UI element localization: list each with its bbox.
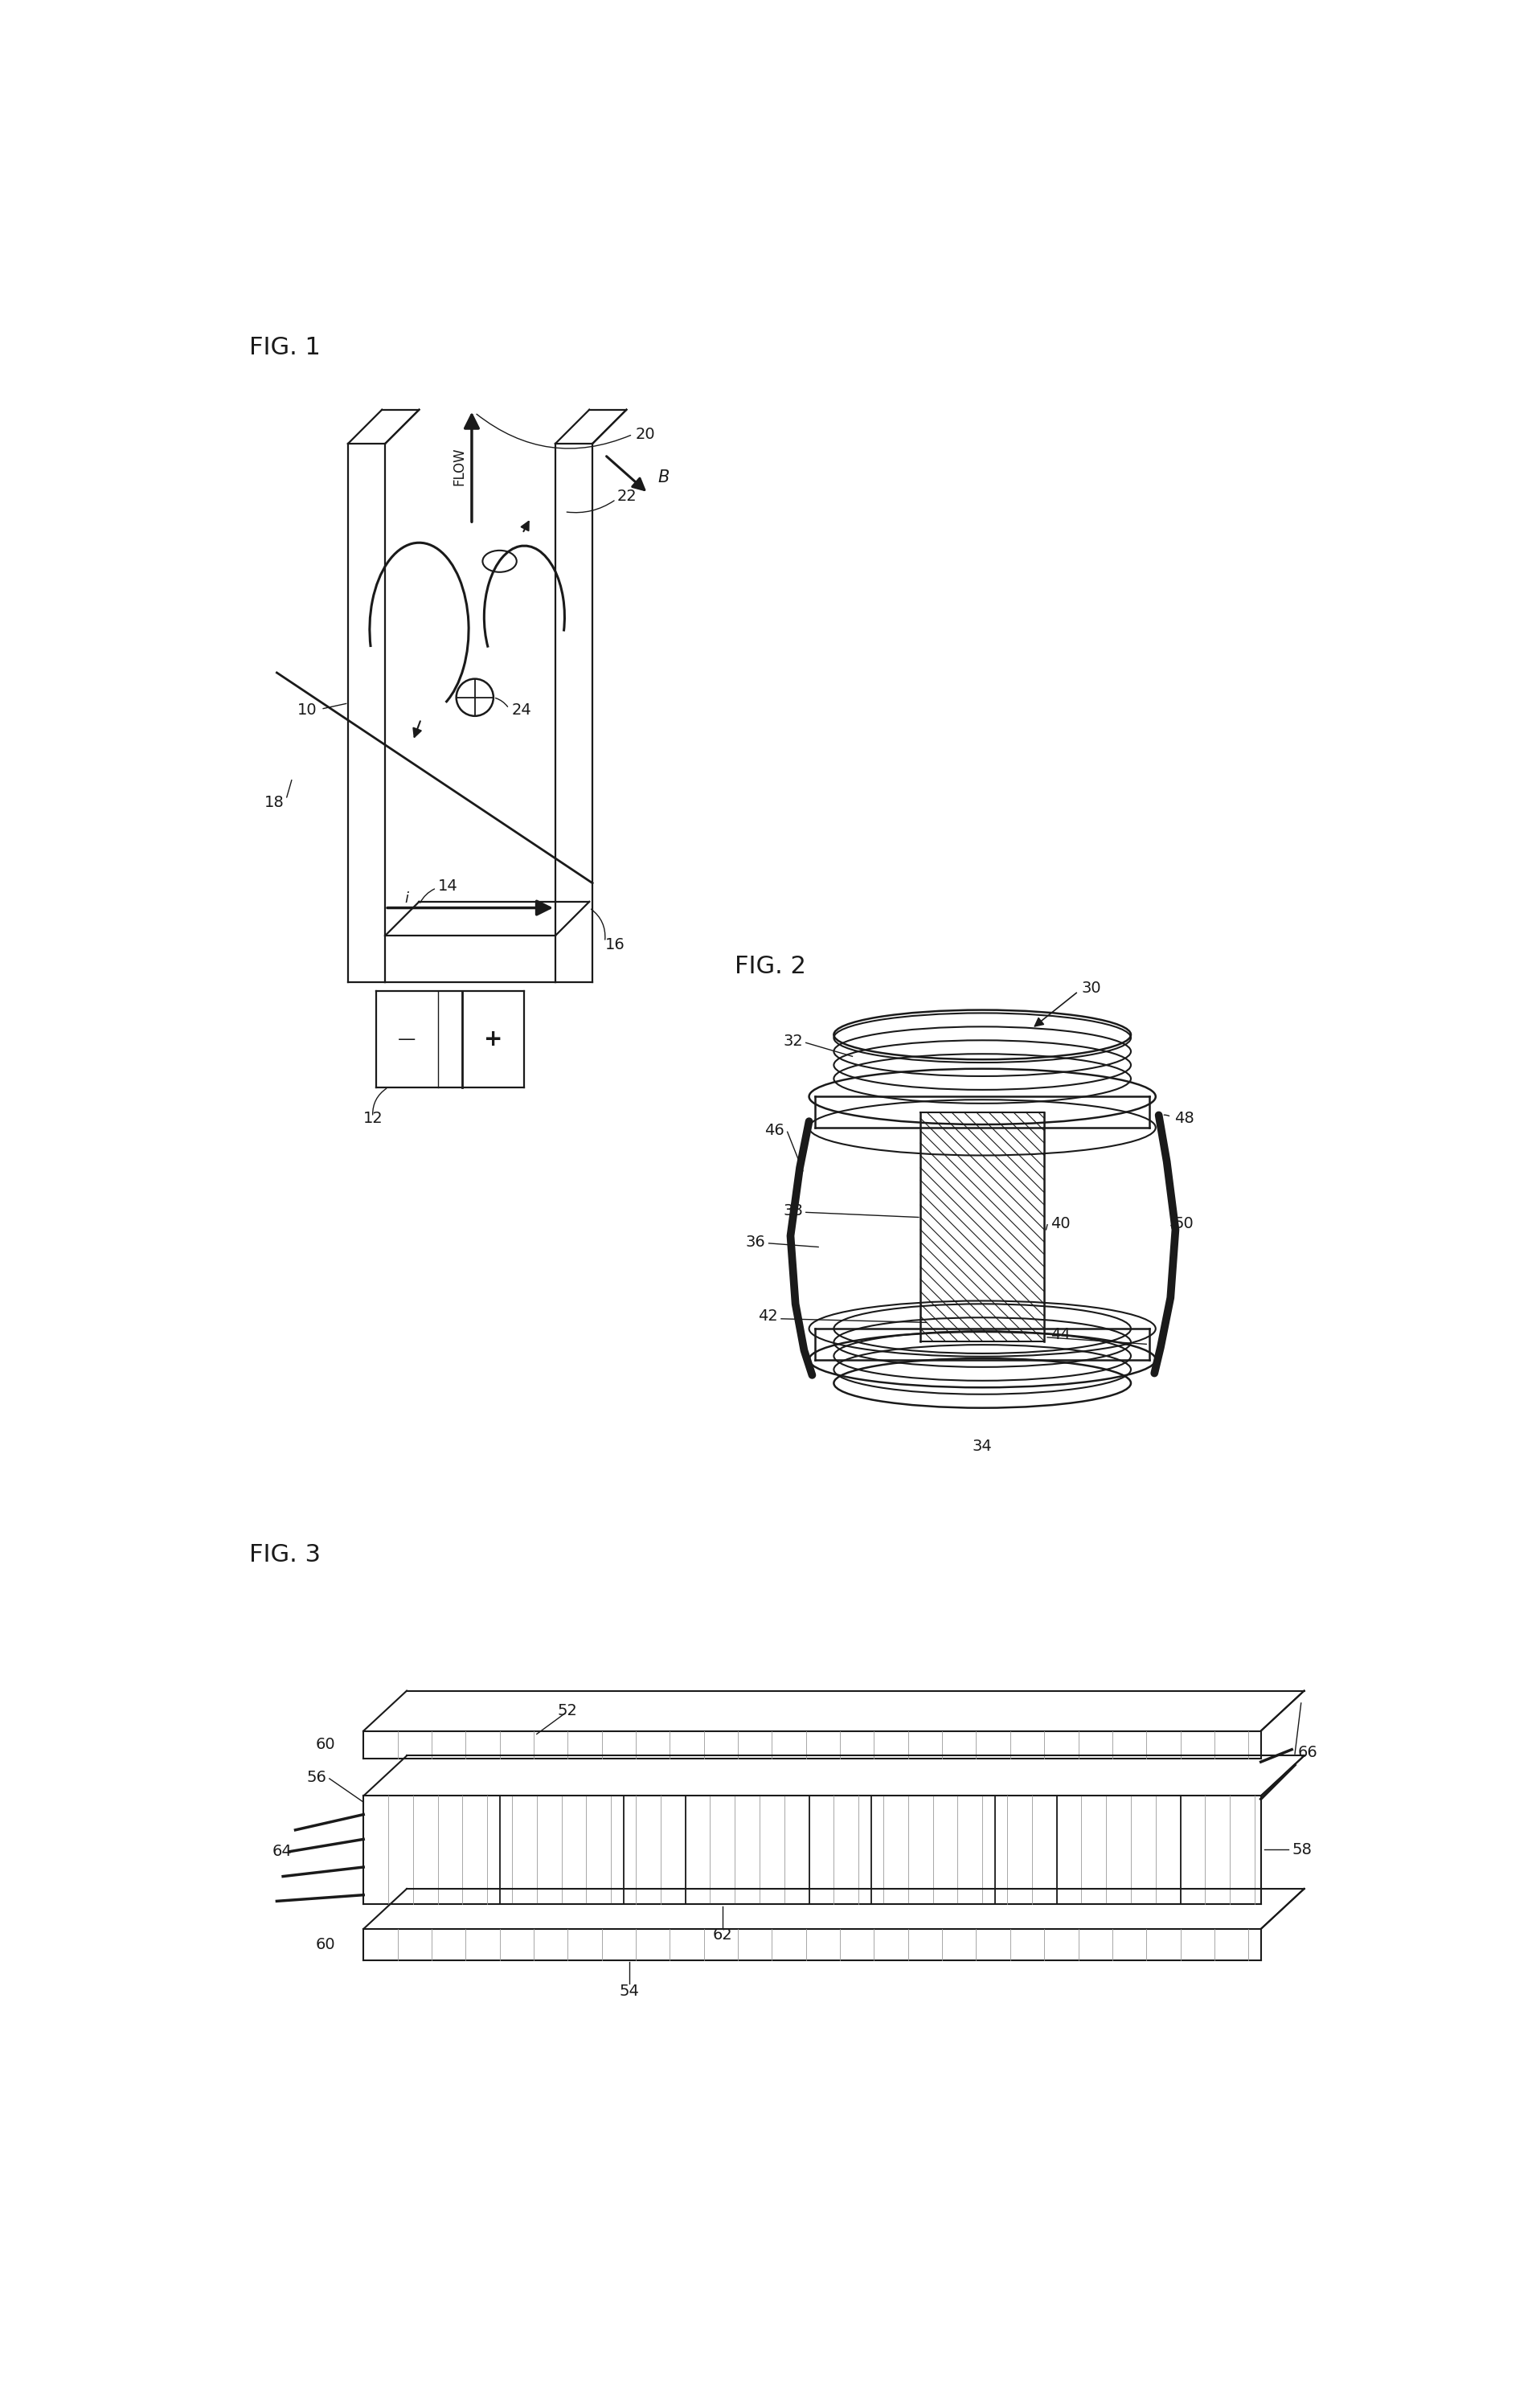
Text: 48: 48 bbox=[1173, 1110, 1194, 1127]
Text: i: i bbox=[405, 891, 408, 905]
Text: 40: 40 bbox=[1050, 1216, 1070, 1230]
Text: 60: 60 bbox=[316, 1736, 336, 1753]
Text: FIG. 1: FIG. 1 bbox=[249, 337, 320, 359]
Text: 34: 34 bbox=[972, 1438, 992, 1454]
Text: 54: 54 bbox=[619, 1984, 639, 1999]
Text: FIG. 2: FIG. 2 bbox=[735, 956, 807, 978]
Text: 50: 50 bbox=[1173, 1216, 1194, 1230]
Text: 10: 10 bbox=[297, 703, 317, 718]
Text: 16: 16 bbox=[605, 937, 625, 954]
Text: 12: 12 bbox=[363, 1110, 383, 1127]
Text: 66: 66 bbox=[1298, 1746, 1318, 1760]
Text: 60: 60 bbox=[316, 1936, 336, 1953]
Text: 22: 22 bbox=[618, 489, 638, 503]
Text: 30: 30 bbox=[1081, 980, 1101, 997]
Text: 44: 44 bbox=[1050, 1327, 1070, 1344]
Text: 18: 18 bbox=[265, 795, 285, 809]
Text: 42: 42 bbox=[758, 1308, 778, 1324]
Text: 14: 14 bbox=[437, 879, 457, 893]
Text: 36: 36 bbox=[745, 1235, 765, 1250]
Text: +: + bbox=[484, 1028, 504, 1050]
Text: FLOW: FLOW bbox=[453, 448, 467, 486]
Text: —: — bbox=[397, 1031, 416, 1047]
Text: 24: 24 bbox=[511, 703, 531, 718]
Bar bbox=[872, 1796, 995, 1905]
Text: B: B bbox=[658, 470, 668, 486]
Text: FIG. 3: FIG. 3 bbox=[249, 1544, 320, 1565]
Text: 32: 32 bbox=[782, 1033, 802, 1047]
Text: 64: 64 bbox=[273, 1845, 293, 1859]
Text: 58: 58 bbox=[1292, 1842, 1312, 1857]
Text: 38: 38 bbox=[782, 1204, 802, 1218]
Text: 56: 56 bbox=[306, 1770, 326, 1784]
Text: 20: 20 bbox=[636, 426, 656, 443]
Bar bbox=[499, 1796, 624, 1905]
Text: 52: 52 bbox=[557, 1702, 578, 1719]
Text: 62: 62 bbox=[713, 1926, 733, 1943]
Bar bbox=[685, 1796, 809, 1905]
Bar bbox=[1056, 1796, 1180, 1905]
Text: 46: 46 bbox=[764, 1122, 784, 1139]
